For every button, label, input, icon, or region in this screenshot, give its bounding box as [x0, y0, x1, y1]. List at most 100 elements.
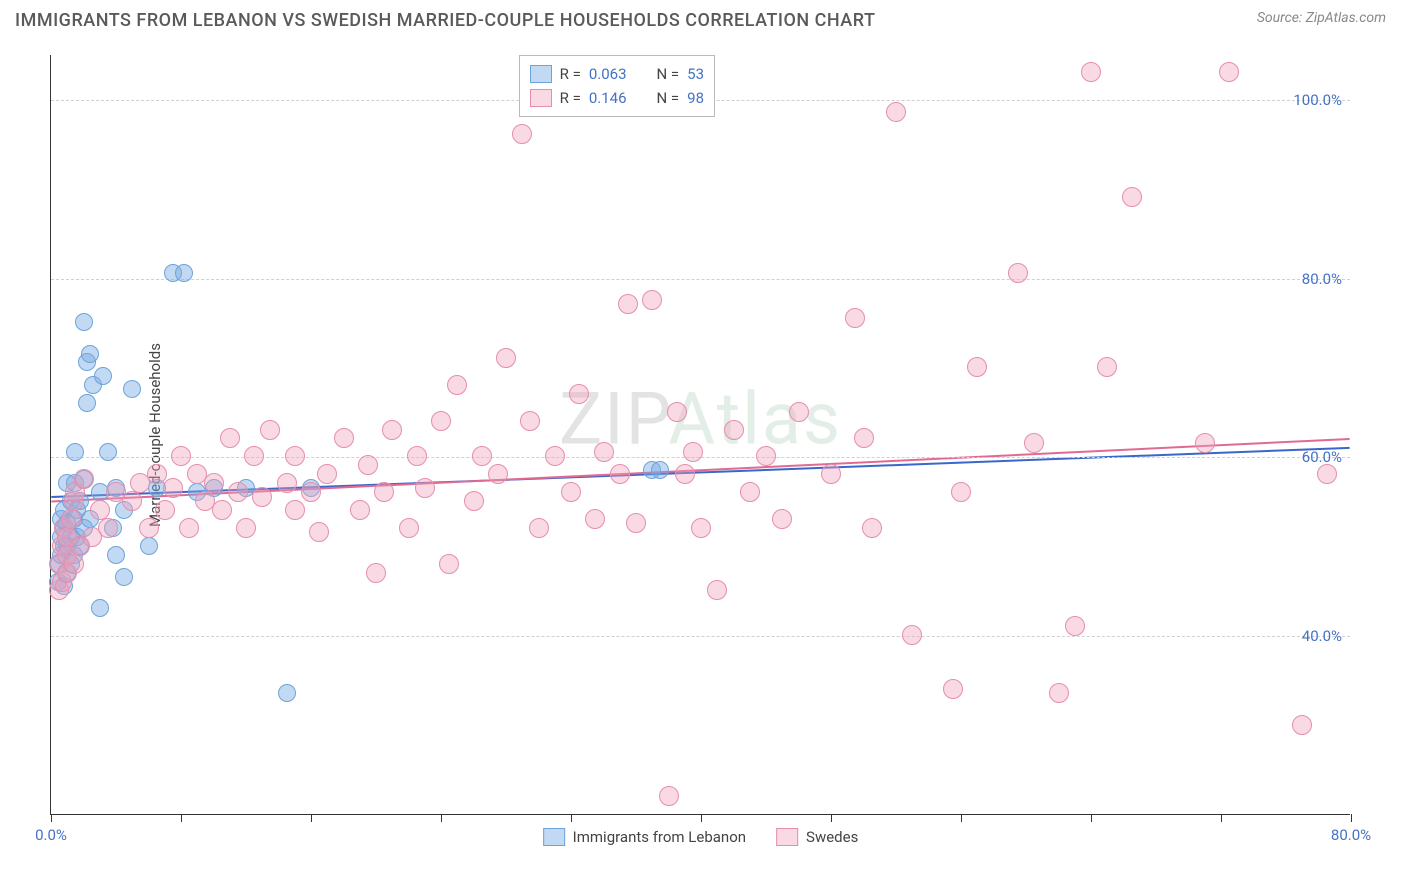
- x-tick: [1351, 814, 1352, 822]
- data-point-swedes: [285, 446, 305, 466]
- data-point-swedes: [228, 482, 248, 502]
- data-point-swedes: [496, 348, 516, 368]
- data-point-swedes: [1219, 62, 1239, 82]
- data-point-swedes: [236, 518, 256, 538]
- legend-r-label: R =: [560, 62, 581, 86]
- data-point-swedes: [683, 442, 703, 462]
- data-point-swedes: [1317, 464, 1337, 484]
- data-point-swedes: [1097, 357, 1117, 377]
- data-point-swedes: [350, 500, 370, 520]
- data-point-swedes: [675, 464, 695, 484]
- data-point-swedes: [277, 473, 297, 493]
- data-point-swedes: [594, 442, 614, 462]
- data-point-swedes: [902, 625, 922, 645]
- legend-n-label: N =: [657, 62, 680, 86]
- x-tick: [311, 814, 312, 822]
- data-point-lebanon: [107, 546, 125, 564]
- data-point-swedes: [610, 464, 630, 484]
- data-point-swedes: [561, 482, 581, 502]
- data-point-swedes: [821, 464, 841, 484]
- data-point-swedes: [122, 491, 142, 511]
- data-point-swedes: [967, 357, 987, 377]
- x-tick: [181, 814, 182, 822]
- data-point-swedes: [1292, 715, 1312, 735]
- data-point-lebanon: [123, 380, 141, 398]
- data-point-swedes: [244, 446, 264, 466]
- x-tick: [1221, 814, 1222, 822]
- data-point-swedes: [585, 509, 605, 529]
- data-point-swedes: [464, 491, 484, 511]
- data-point-swedes: [1024, 433, 1044, 453]
- data-point-swedes: [1195, 433, 1215, 453]
- data-point-swedes: [724, 420, 744, 440]
- data-point-swedes: [659, 786, 679, 806]
- data-point-swedes: [163, 478, 183, 498]
- data-point-swedes: [667, 402, 687, 422]
- data-point-swedes: [472, 446, 492, 466]
- data-point-swedes: [155, 500, 175, 520]
- legend-item-swedes: Swedes: [776, 828, 858, 846]
- x-tick: [961, 814, 962, 822]
- legend-r-value: 0.063: [589, 62, 627, 86]
- data-point-swedes: [1049, 683, 1069, 703]
- data-point-swedes: [951, 482, 971, 502]
- data-point-lebanon: [140, 537, 158, 555]
- legend-n-value: 53: [687, 62, 704, 86]
- data-point-swedes: [64, 554, 84, 574]
- data-point-swedes: [642, 290, 662, 310]
- legend-swatch: [543, 828, 565, 846]
- data-point-lebanon: [175, 264, 193, 282]
- data-point-swedes: [407, 446, 427, 466]
- data-point-lebanon: [99, 443, 117, 461]
- legend-row-lebanon: R = 0.063 N = 53: [530, 62, 704, 86]
- data-point-lebanon: [94, 367, 112, 385]
- data-point-lebanon: [651, 461, 669, 479]
- legend-label: Immigrants from Lebanon: [573, 828, 746, 846]
- data-point-lebanon: [66, 443, 84, 461]
- legend-label: Swedes: [806, 828, 858, 846]
- y-tick-label: 40.0%: [1302, 627, 1342, 645]
- data-point-swedes: [415, 478, 435, 498]
- data-point-swedes: [374, 482, 394, 502]
- legend-n-value: 98: [687, 86, 704, 110]
- data-point-swedes: [447, 375, 467, 395]
- data-point-swedes: [1122, 187, 1142, 207]
- data-point-swedes: [569, 384, 589, 404]
- data-point-lebanon: [278, 684, 296, 702]
- data-point-swedes: [252, 487, 272, 507]
- series-legend: Immigrants from Lebanon Swedes: [543, 828, 859, 846]
- data-point-lebanon: [115, 568, 133, 586]
- gridline: [51, 636, 1350, 637]
- data-point-swedes: [488, 464, 508, 484]
- legend-swatch: [530, 89, 552, 107]
- data-point-swedes: [285, 500, 305, 520]
- data-point-swedes: [358, 455, 378, 475]
- data-point-swedes: [789, 402, 809, 422]
- data-point-swedes: [317, 464, 337, 484]
- chart-title: IMMIGRANTS FROM LEBANON VS SWEDISH MARRI…: [15, 10, 875, 31]
- data-point-swedes: [98, 518, 118, 538]
- data-point-swedes: [691, 518, 711, 538]
- chart-plot-area: Married-couple Households ZIPAtlas 40.0%…: [50, 55, 1350, 815]
- data-point-swedes: [707, 580, 727, 600]
- y-tick-label: 100.0%: [1293, 91, 1342, 109]
- source-attribution: Source: ZipAtlas.com: [1257, 10, 1386, 26]
- data-point-swedes: [309, 522, 329, 542]
- data-point-swedes: [545, 446, 565, 466]
- data-point-swedes: [512, 124, 532, 144]
- data-point-swedes: [845, 308, 865, 328]
- data-point-swedes: [61, 509, 81, 529]
- x-tick-label: 0.0%: [35, 826, 67, 844]
- legend-row-swedes: R =0.146N =98: [530, 86, 704, 110]
- data-point-swedes: [431, 411, 451, 431]
- gridline: [51, 279, 1350, 280]
- legend-item-lebanon: Immigrants from Lebanon: [543, 828, 746, 846]
- data-point-swedes: [204, 473, 224, 493]
- data-point-swedes: [1008, 263, 1028, 283]
- data-point-swedes: [220, 428, 240, 448]
- x-tick-label: 80.0%: [1331, 826, 1371, 844]
- x-tick: [441, 814, 442, 822]
- data-point-swedes: [626, 513, 646, 533]
- legend-n-label: N =: [657, 86, 680, 110]
- x-tick: [1091, 814, 1092, 822]
